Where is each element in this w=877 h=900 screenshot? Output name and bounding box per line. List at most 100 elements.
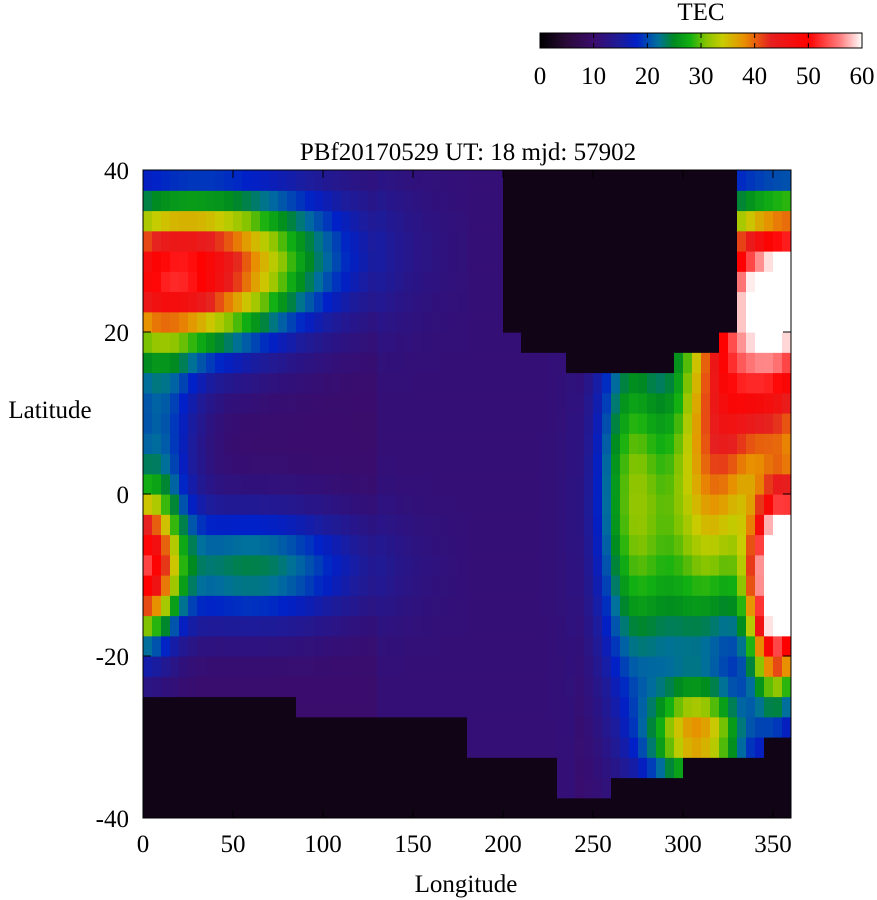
heatmap-cell <box>143 170 153 191</box>
heatmap-cell <box>701 190 711 212</box>
heatmap-cell <box>206 251 216 272</box>
heatmap-cell <box>395 575 405 596</box>
heatmap-cell <box>179 311 189 333</box>
heatmap-cell <box>179 413 189 434</box>
heatmap-cell <box>170 210 180 232</box>
heatmap-cell <box>521 352 531 374</box>
heatmap-cell <box>278 210 288 232</box>
heatmap-cell <box>377 352 387 374</box>
heatmap-cell <box>386 635 396 657</box>
heatmap-cell <box>485 696 495 718</box>
heatmap-cell <box>674 757 684 779</box>
heatmap-cell <box>521 473 531 495</box>
heatmap-cell <box>647 777 657 799</box>
heatmap-cell <box>206 514 216 536</box>
heatmap-cell <box>431 737 441 758</box>
heatmap-cell <box>629 676 639 698</box>
heatmap-cell <box>449 210 459 232</box>
heatmap-cell <box>557 190 567 212</box>
heatmap-cell <box>431 372 441 394</box>
heatmap-cell <box>458 392 468 414</box>
heatmap-cell <box>449 777 459 799</box>
heatmap-cell <box>287 757 297 779</box>
heatmap-cell <box>305 716 315 738</box>
heatmap-cell <box>719 635 729 657</box>
heatmap-cell <box>350 230 360 252</box>
heatmap-cell <box>422 271 432 293</box>
heatmap-cell <box>782 737 791 758</box>
heatmap-cell <box>197 170 207 191</box>
heatmap-cell <box>278 413 288 434</box>
heatmap-cell <box>341 656 351 677</box>
heatmap-cell <box>719 352 729 374</box>
heatmap-cell <box>323 352 333 374</box>
heatmap-cell <box>620 352 630 374</box>
heatmap-cell <box>593 635 603 657</box>
heatmap-cell <box>548 271 558 293</box>
heatmap-cell <box>611 210 621 232</box>
heatmap-cell <box>323 230 333 252</box>
heatmap-cell <box>575 534 585 556</box>
heatmap-cell <box>611 453 621 475</box>
heatmap-cell <box>548 392 558 414</box>
heatmap-cell <box>350 656 360 677</box>
heatmap-cell <box>629 635 639 657</box>
heatmap-cell <box>674 291 684 313</box>
heatmap-cell <box>143 392 153 414</box>
heatmap-cell <box>215 575 225 596</box>
heatmap-cell <box>719 534 729 556</box>
heatmap-cell <box>737 473 747 495</box>
heatmap-cell <box>548 554 558 576</box>
heatmap-cell <box>602 271 612 293</box>
heatmap-cell <box>161 271 171 293</box>
heatmap-cell <box>557 352 567 374</box>
heatmap-cell <box>638 595 648 617</box>
heatmap-cell <box>224 311 234 333</box>
heatmap-cell <box>485 372 495 394</box>
heatmap-cell <box>287 534 297 556</box>
heatmap-cell <box>701 210 711 232</box>
heatmap-cell <box>773 696 783 718</box>
heatmap-cell <box>413 453 423 475</box>
heatmap-cell <box>422 190 432 212</box>
heatmap-cell <box>584 271 594 293</box>
heatmap-cell <box>287 777 297 799</box>
heatmap-cell <box>746 656 756 677</box>
heatmap-cell <box>296 777 306 799</box>
heatmap-cell <box>683 453 693 475</box>
heatmap-cell <box>431 595 441 617</box>
heatmap-cell <box>602 251 612 272</box>
heatmap-cell <box>764 251 774 272</box>
heatmap-cell <box>485 777 495 799</box>
heatmap-cell <box>179 696 189 718</box>
heatmap-cell <box>512 372 522 394</box>
heatmap-cell <box>593 392 603 414</box>
heatmap-cell <box>719 514 729 536</box>
x-tick-label: 150 <box>394 831 432 858</box>
heatmap-cell <box>674 716 684 738</box>
heatmap-cell <box>305 210 315 232</box>
heatmap-cell <box>197 332 207 353</box>
heatmap-cell <box>665 332 675 353</box>
heatmap-cell <box>719 372 729 394</box>
heatmap-cell <box>530 797 540 818</box>
heatmap-cell <box>260 615 270 637</box>
heatmap-cell <box>431 797 441 818</box>
heatmap-cell <box>431 311 441 333</box>
heatmap-cell <box>341 534 351 556</box>
heatmap-cell <box>395 413 405 434</box>
heatmap-cell <box>449 332 459 353</box>
heatmap-cell <box>782 514 791 536</box>
heatmap-cell <box>548 676 558 698</box>
heatmap-cell <box>305 251 315 272</box>
heatmap-cell <box>485 494 495 515</box>
heatmap-cell <box>152 777 162 799</box>
heatmap-cell <box>521 534 531 556</box>
heatmap-cell <box>143 656 153 677</box>
heatmap-cell <box>350 514 360 536</box>
heatmap-cell <box>440 352 450 374</box>
heatmap-cell <box>701 473 711 495</box>
heatmap-cell <box>350 190 360 212</box>
heatmap-cell <box>323 170 333 191</box>
heatmap-cell <box>764 210 774 232</box>
